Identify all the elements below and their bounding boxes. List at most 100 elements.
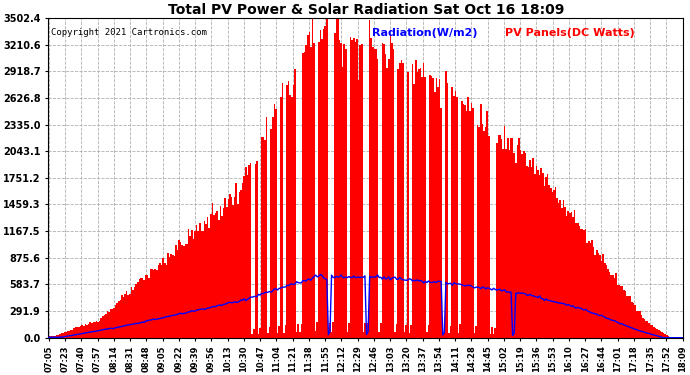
Bar (48, 336, 50, 338)
Bar (267, 333, 269, 338)
Bar (132, 290, 134, 338)
Bar (628, 296, 629, 338)
Bar (191, 230, 193, 338)
Bar (420, 68, 422, 338)
Bar (134, 287, 135, 338)
Bar (566, 216, 567, 338)
Bar (167, 254, 169, 338)
Bar (582, 230, 583, 338)
Bar (401, 60, 402, 338)
Bar (655, 328, 656, 338)
Bar (304, 52, 306, 338)
Bar (615, 273, 617, 338)
Bar (241, 183, 244, 338)
Bar (482, 123, 483, 338)
Bar (237, 204, 239, 338)
Bar (233, 205, 234, 338)
Bar (472, 108, 474, 338)
Bar (415, 60, 417, 338)
Bar (170, 254, 172, 338)
Bar (575, 224, 577, 338)
Bar (644, 319, 645, 338)
Bar (604, 263, 606, 338)
Bar (590, 243, 591, 338)
Bar (185, 243, 186, 338)
Bar (340, 43, 342, 338)
Bar (501, 140, 502, 338)
Bar (224, 198, 226, 338)
Bar (639, 311, 640, 338)
Bar (121, 295, 123, 338)
Bar (317, 322, 318, 338)
Bar (207, 217, 208, 338)
Bar (471, 103, 472, 338)
Bar (113, 308, 115, 338)
Bar (244, 176, 245, 338)
Bar (367, 323, 369, 338)
Bar (624, 291, 627, 338)
Bar (326, 13, 328, 338)
Bar (240, 190, 241, 338)
Bar (569, 213, 571, 338)
Bar (73, 328, 75, 338)
Bar (272, 117, 274, 338)
Bar (595, 255, 596, 338)
Bar (611, 274, 612, 338)
Bar (406, 325, 407, 338)
Bar (480, 104, 482, 338)
Bar (396, 324, 397, 338)
Bar (201, 231, 202, 338)
Bar (135, 284, 137, 338)
Bar (442, 333, 444, 338)
Bar (531, 166, 533, 338)
Bar (57, 335, 59, 338)
Bar (61, 333, 62, 338)
Bar (301, 324, 302, 338)
Bar (520, 150, 522, 338)
Bar (627, 296, 628, 338)
Bar (571, 212, 572, 338)
Bar (423, 63, 424, 338)
Bar (550, 188, 551, 338)
Bar (455, 91, 456, 338)
Bar (496, 142, 497, 338)
Bar (112, 309, 113, 338)
Bar (262, 136, 264, 338)
Bar (85, 324, 86, 338)
Bar (383, 44, 385, 338)
Bar (172, 255, 173, 338)
Bar (190, 236, 191, 338)
Bar (246, 175, 248, 338)
Bar (264, 140, 266, 338)
Bar (469, 111, 471, 338)
Bar (607, 269, 609, 338)
Bar (69, 331, 70, 338)
Bar (206, 224, 207, 338)
Bar (620, 286, 622, 338)
Bar (315, 332, 317, 338)
Bar (307, 35, 308, 338)
Bar (507, 138, 509, 338)
Bar (667, 336, 669, 338)
Bar (629, 296, 631, 338)
Bar (583, 230, 585, 338)
Bar (278, 326, 280, 338)
Bar (512, 138, 513, 338)
Bar (235, 183, 237, 338)
Bar (223, 208, 224, 338)
Bar (511, 138, 512, 338)
Bar (91, 323, 92, 338)
Bar (248, 165, 250, 338)
Bar (544, 186, 545, 338)
Bar (560, 200, 561, 338)
Bar (62, 333, 64, 338)
Bar (397, 69, 399, 338)
Bar (466, 111, 467, 338)
Bar (506, 149, 507, 338)
Bar (318, 42, 319, 338)
Bar (229, 194, 230, 338)
Bar (188, 230, 190, 338)
Bar (288, 81, 290, 338)
Bar (623, 290, 624, 338)
Bar (439, 79, 440, 338)
